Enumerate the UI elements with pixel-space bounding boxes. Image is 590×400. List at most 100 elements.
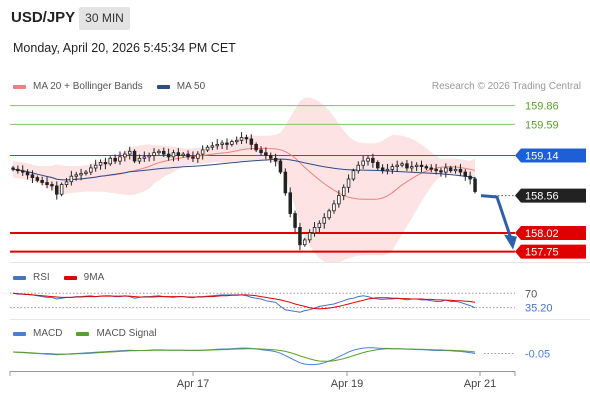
legend-macd-signal-label: MACD Signal <box>96 328 157 339</box>
pivot-level-tag <box>515 148 586 163</box>
candle-body <box>409 166 414 169</box>
current-price-label: 158.56 <box>525 191 559 203</box>
candle-body <box>230 141 234 145</box>
candle-body <box>356 164 360 172</box>
x-tick-label: Apr 19 <box>331 378 363 390</box>
candle-body <box>278 160 283 173</box>
legend-ma50-label: MA 50 <box>176 81 206 92</box>
candle-body <box>264 152 268 156</box>
candle-body <box>463 171 467 177</box>
candle-body <box>196 153 200 159</box>
candle-body <box>385 168 390 172</box>
legend-ma50: MA 50 <box>156 81 206 92</box>
support-level-label: 157.75 <box>525 247 559 259</box>
candle-body <box>366 157 370 162</box>
candle-body <box>191 156 195 159</box>
forecast-arrow-head <box>504 234 517 250</box>
macd-signal-swatch-icon <box>76 331 90 336</box>
candle-body <box>283 171 288 194</box>
legend-rsi-label: RSI <box>33 272 50 283</box>
research-credit: Research © 2026 Trading Central <box>431 81 581 92</box>
candle-body <box>317 222 322 228</box>
rsi-legend: RSI 9MA <box>13 272 118 283</box>
candle-body <box>322 217 326 224</box>
pivot-level-label: 159.14 <box>525 150 559 162</box>
legend-macd-signal: MACD Signal <box>76 328 156 339</box>
ma50-swatch-icon <box>156 84 170 89</box>
rsi-line <box>12 292 476 313</box>
candle-body <box>473 178 477 192</box>
timeframe-button[interactable]: 30 MIN <box>79 7 130 30</box>
candle-body <box>89 167 93 173</box>
candle-body <box>434 168 438 172</box>
candle-body <box>147 155 151 158</box>
candle-body <box>380 167 385 172</box>
candle-body <box>327 210 331 219</box>
candle-body <box>346 178 351 188</box>
macd-signal-line <box>12 348 476 362</box>
candle-body <box>249 138 254 145</box>
candle-body <box>288 192 292 214</box>
candle-body <box>259 149 263 154</box>
candle-body <box>390 166 395 170</box>
ma50-line <box>12 158 476 181</box>
candle-body <box>400 163 404 166</box>
candle-body <box>444 167 448 173</box>
candle-body <box>293 213 297 228</box>
candle-body <box>93 164 98 169</box>
candle-body <box>439 170 443 173</box>
candle-body <box>137 157 142 162</box>
candle-body <box>453 168 458 172</box>
rsi-ma-line <box>12 292 476 310</box>
candle-body <box>273 157 278 162</box>
candle-body <box>152 152 156 156</box>
macd-line <box>12 347 476 366</box>
macd-legend: MACD MACD Signal <box>13 328 170 339</box>
candle-body <box>45 182 49 185</box>
candle-body <box>142 156 147 159</box>
candle-body <box>186 153 190 158</box>
rsi-level-label: 70 <box>525 288 537 300</box>
candle-body <box>30 174 35 179</box>
candle-body <box>307 232 312 241</box>
9ma-swatch-icon <box>63 275 77 280</box>
candle-body <box>161 150 166 155</box>
candle-body <box>69 175 74 183</box>
candle-body <box>20 170 25 173</box>
candle-body <box>302 239 307 246</box>
macd-level-label: -0.05 <box>525 349 550 361</box>
support-level-tag <box>515 225 586 240</box>
candle-body <box>361 160 365 166</box>
price-legend: MA 20 + Bollinger Bands MA 50 <box>13 81 219 92</box>
candle-body <box>74 174 79 177</box>
candle-body <box>244 137 249 140</box>
candle-body <box>341 186 346 197</box>
candle-body <box>220 142 224 145</box>
x-tick-label: Apr 21 <box>464 378 496 390</box>
candle-body <box>55 185 59 195</box>
candle-body <box>210 145 215 148</box>
rsi-level-label: 35.20 <box>525 303 553 315</box>
macd-swatch-icon <box>13 331 26 336</box>
candle-body <box>225 142 229 145</box>
legend-ma20: MA 20 + Bollinger Bands <box>13 81 143 92</box>
candle-body <box>132 150 137 162</box>
candle-body <box>40 179 44 183</box>
candle-body <box>468 175 472 180</box>
candle-body <box>98 161 103 166</box>
candle-body <box>50 184 54 187</box>
legend-9ma: 9MA <box>63 272 105 283</box>
symbol-title: USD/JPY <box>11 9 76 26</box>
candle-body <box>35 177 40 181</box>
resistance-level-label: 159.86 <box>525 101 559 113</box>
candle-body <box>25 171 30 176</box>
support-level-tag <box>515 244 586 259</box>
candle-body <box>166 153 171 158</box>
candle-body <box>234 139 239 143</box>
legend-9ma-label: 9MA <box>83 272 105 283</box>
candle-body <box>103 161 108 165</box>
chart-datetime: Monday, April 20, 2026 5:45:34 PM CET <box>13 41 236 55</box>
candle-body <box>414 164 419 167</box>
candle-body <box>176 152 181 156</box>
